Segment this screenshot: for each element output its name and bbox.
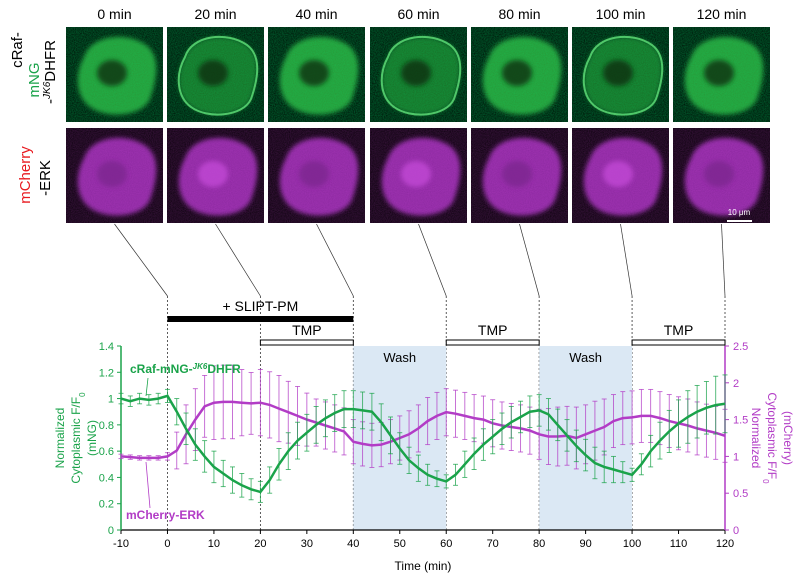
x-tick-label: -10 xyxy=(113,538,129,550)
y-tick-label-left: 0.2 xyxy=(99,499,114,511)
connector-line xyxy=(620,223,633,297)
time-label: 100 min xyxy=(596,6,646,22)
x-tick-label: 10 xyxy=(208,538,220,550)
label-pointer xyxy=(145,377,149,397)
x-tick-label: 30 xyxy=(301,538,313,550)
series-label-mcherry: mCherry-ERK xyxy=(126,508,205,522)
y-axis-label-right: Normalized xyxy=(749,408,763,469)
y-tick-label-left: 0.8 xyxy=(99,420,114,432)
time-label: 40 min xyxy=(295,6,337,22)
micrograph-mcherry xyxy=(66,128,163,223)
svg-text:10 μm: 10 μm xyxy=(728,208,751,217)
svg-text:cRaf-: cRaf- xyxy=(9,32,26,68)
y-axis-label-left: Cytoplasmic F/F0 xyxy=(69,392,87,484)
tmp-bar xyxy=(259,339,354,346)
connector-line xyxy=(316,223,354,297)
y-tick-label-left: 1 xyxy=(108,394,114,406)
micrograph-mcherry xyxy=(370,128,467,223)
micrograph-grid xyxy=(66,27,770,223)
time-label: 120 min xyxy=(697,6,747,22)
y-axis-label-left: Normalized xyxy=(53,408,67,469)
micrograph-mcherry xyxy=(572,128,669,223)
y-tick-label-right: 1.5 xyxy=(733,415,748,427)
micrograph-mcherry xyxy=(673,128,770,223)
tmp-label: TMP xyxy=(292,322,322,338)
tmp-bar xyxy=(445,339,540,346)
y-axis-label-right: Cytoplasmic F/F0 xyxy=(762,392,780,484)
time-labels: 0 min 20 min 40 min 60 min 80 min 100 min 120 … xyxy=(97,6,746,22)
time-label: 20 min xyxy=(194,6,236,22)
tmp-label: TMP xyxy=(478,322,508,338)
y-axis-label-right: (mCherry) xyxy=(781,411,795,465)
micrograph-mng xyxy=(673,27,770,122)
y-tick-label-left: 1.4 xyxy=(99,341,114,353)
y-tick-label-left: 1.2 xyxy=(99,367,114,379)
series-mng xyxy=(118,374,728,503)
y-tick-label-right: 2 xyxy=(733,378,739,390)
slipt-bar xyxy=(167,316,354,322)
y-tick-label-right: 0.5 xyxy=(733,488,748,500)
y-tick-label-left: 0.4 xyxy=(99,472,114,484)
x-tick-label: 120 xyxy=(716,538,734,550)
x-tick-label: 60 xyxy=(440,538,452,550)
series-line xyxy=(120,400,726,460)
y-axis-label-left: (mNG) xyxy=(85,420,99,456)
y-tick-label-right: 1 xyxy=(733,451,739,463)
x-tick-label: 100 xyxy=(623,538,641,550)
x-tick-label: 90 xyxy=(579,538,591,550)
time-label: 60 min xyxy=(397,6,439,22)
time-label: 0 min xyxy=(97,6,131,22)
slipt-label: + SLIPT-PM xyxy=(222,298,298,314)
time-label: 80 min xyxy=(498,6,540,22)
y-tick-label-right: 2.5 xyxy=(733,341,748,353)
micrograph-mcherry xyxy=(471,128,568,223)
svg-text:mCherry: mCherry xyxy=(17,146,34,204)
wash-label: Wash xyxy=(569,350,602,365)
x-tick-label: 80 xyxy=(533,538,545,550)
x-tick-label: 0 xyxy=(164,538,170,550)
micrograph-mcherry xyxy=(167,128,264,223)
micrograph-mng xyxy=(370,27,467,122)
x-tick-label: 50 xyxy=(394,538,406,550)
connector-line xyxy=(215,223,261,297)
connector-line xyxy=(721,223,726,297)
micrograph-mng xyxy=(268,27,365,122)
row1-label: cRaf- mNG -JK6DHFR xyxy=(9,32,59,104)
connector-line xyxy=(418,223,447,297)
x-tick-label: 110 xyxy=(670,538,688,550)
micrograph-mng xyxy=(167,27,264,122)
x-tick-label: 40 xyxy=(347,538,359,550)
label-pointer xyxy=(145,461,151,509)
scale-bar: 10 μm xyxy=(727,208,752,222)
svg-text:-ERK: -ERK xyxy=(37,160,54,196)
x-axis-label: Time (min) xyxy=(395,559,452,573)
y-tick-label-left: 0.6 xyxy=(99,446,114,458)
svg-text:-JK6DHFR: -JK6DHFR xyxy=(42,40,60,104)
micrograph-mng xyxy=(66,27,163,122)
y-tick-label-left: 0 xyxy=(108,525,114,537)
micrograph-mng xyxy=(572,27,669,122)
x-tick-label: 70 xyxy=(487,538,499,550)
tmp-label: TMP xyxy=(664,322,694,338)
connector-line xyxy=(519,223,540,297)
connector-line xyxy=(114,223,168,297)
tmp-bar xyxy=(631,339,726,346)
x-tick-label: 20 xyxy=(254,538,266,550)
y-tick-label-right: 0 xyxy=(733,525,739,537)
row2-label: mCherry -ERK xyxy=(17,146,54,204)
svg-text:mNG: mNG xyxy=(26,63,43,98)
micrograph-mng xyxy=(471,27,568,122)
micrograph-mcherry xyxy=(268,128,365,223)
wash-label: Wash xyxy=(383,350,416,365)
series-label-mng: cRaf-mNG-JK6DHFR xyxy=(130,362,241,377)
series-line xyxy=(120,394,726,494)
